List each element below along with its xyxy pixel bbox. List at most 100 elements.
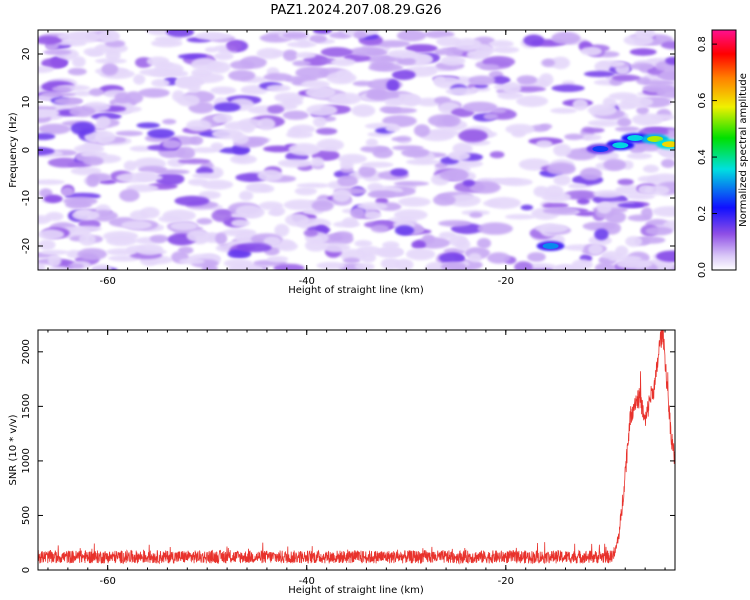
y-tick-label: 2000	[21, 339, 32, 364]
heatmap-blob	[311, 156, 324, 167]
heatmap-blob	[553, 143, 572, 157]
heatmap-blob	[186, 230, 210, 242]
heatmap-blob	[196, 218, 213, 225]
heatmap-blob	[186, 119, 212, 132]
heatmap-blob	[360, 252, 376, 263]
heatmap-blob	[587, 104, 617, 116]
heatmap-blob	[155, 172, 185, 186]
heatmap-blob	[614, 126, 640, 132]
heatmap-blob	[38, 215, 51, 225]
heatmap-blob	[88, 173, 112, 182]
y-tick-label: 0	[21, 147, 32, 153]
heatmap-blob	[499, 178, 533, 187]
heatmap-blob	[63, 196, 98, 206]
heatmap-blob	[162, 209, 196, 222]
heatmap-blob	[38, 123, 71, 135]
heatmap-blob	[320, 47, 353, 58]
heatmap-blob	[387, 49, 416, 59]
snr-frame	[37, 329, 676, 571]
heatmap-blob	[259, 201, 284, 211]
heatmap-blob	[354, 262, 375, 270]
heatmap-blob	[644, 185, 670, 196]
snr-panel: -60 -40 -20 0 500 1000 1500 2000 Height of stra…	[8, 329, 676, 596]
heatmap-blob	[469, 212, 483, 218]
heatmap-blob	[79, 233, 96, 246]
colorbar-ticks: 0.0 0.2 0.4 0.6 0.8	[697, 36, 717, 278]
heatmap-blob	[433, 75, 446, 85]
heatmap-blob	[309, 34, 327, 43]
heatmap-blob	[332, 189, 351, 203]
heatmap-blob	[177, 146, 196, 160]
colorbar-tick-label: 0.4	[697, 149, 708, 165]
heatmap-blob	[504, 214, 536, 220]
heatmap-blob	[213, 52, 234, 61]
heatmap-blob	[296, 182, 330, 189]
heatmap-blob	[91, 264, 112, 270]
heatmap-blob	[593, 190, 623, 198]
heatmap-blob	[576, 198, 590, 205]
heatmap-blob	[41, 249, 70, 255]
heatmap-blob	[322, 242, 351, 253]
heatmap-blob	[356, 245, 382, 256]
x-tick-label: -40	[299, 276, 315, 287]
heatmap-blob	[491, 108, 507, 114]
heatmap-blob	[564, 133, 584, 140]
heatmap-blob	[453, 38, 482, 51]
heatmap-blob	[215, 232, 228, 245]
heatmap-blob	[497, 91, 524, 100]
heatmap-blob	[587, 119, 621, 127]
heatmap-blob	[98, 30, 120, 42]
colorbar-tick-label: 0.0	[697, 262, 708, 278]
heatmap-blob	[489, 151, 505, 159]
heatmap-blob	[177, 94, 200, 107]
heatmap-blob	[440, 55, 466, 66]
heatmap-feature	[612, 142, 629, 149]
heatmap-blob	[277, 159, 313, 168]
heatmap-blob	[303, 229, 319, 237]
heatmap-blob	[177, 158, 211, 165]
heatmap-blob	[656, 87, 675, 99]
heatmap-blob	[151, 78, 170, 88]
heatmap-blob	[175, 76, 195, 89]
heatmap-blob	[539, 123, 553, 130]
heatmap-blob	[487, 252, 511, 264]
heatmap-blob	[190, 135, 204, 146]
colorbar-tick-label: 0.2	[697, 206, 708, 222]
heatmap-blob	[38, 229, 65, 240]
heatmap-blob	[458, 129, 488, 143]
heatmap-blob	[38, 262, 46, 270]
heatmap-blob	[665, 56, 675, 65]
heatmap-blob	[53, 97, 83, 106]
heatmap-blob	[286, 41, 317, 48]
heatmap-blob	[588, 244, 603, 255]
heatmap-blob	[222, 228, 257, 237]
heatmap-blob	[535, 223, 569, 233]
heatmap-blob	[604, 210, 627, 224]
heatmap-blob	[136, 122, 160, 129]
heatmap-blob	[119, 189, 140, 202]
heatmap-blob	[594, 262, 615, 270]
heatmap-blob	[274, 92, 304, 103]
heatmap-blob	[514, 261, 533, 270]
heatmap-blob	[660, 40, 675, 50]
heatmap-blob	[138, 88, 170, 98]
heatmap-blob	[41, 91, 76, 98]
heatmap-blob	[72, 90, 92, 97]
heatmap-blob	[232, 133, 250, 145]
heatmap-blob	[661, 158, 675, 168]
heatmap-blob	[439, 231, 457, 239]
heatmap-blob	[223, 258, 253, 268]
heatmap-blob	[594, 228, 609, 241]
heatmap-blob	[447, 194, 481, 207]
heatmap-blob	[527, 252, 546, 262]
heatmap-feature	[627, 135, 644, 141]
heatmap-blob	[427, 114, 457, 127]
heatmap-blob	[282, 49, 298, 62]
heatmap-blob	[626, 152, 653, 160]
heatmap-blob	[398, 197, 431, 207]
heatmap-blob	[263, 236, 281, 246]
heatmap-blob	[352, 80, 373, 87]
heatmap-blob	[213, 102, 241, 112]
heatmap-blob	[274, 223, 290, 237]
